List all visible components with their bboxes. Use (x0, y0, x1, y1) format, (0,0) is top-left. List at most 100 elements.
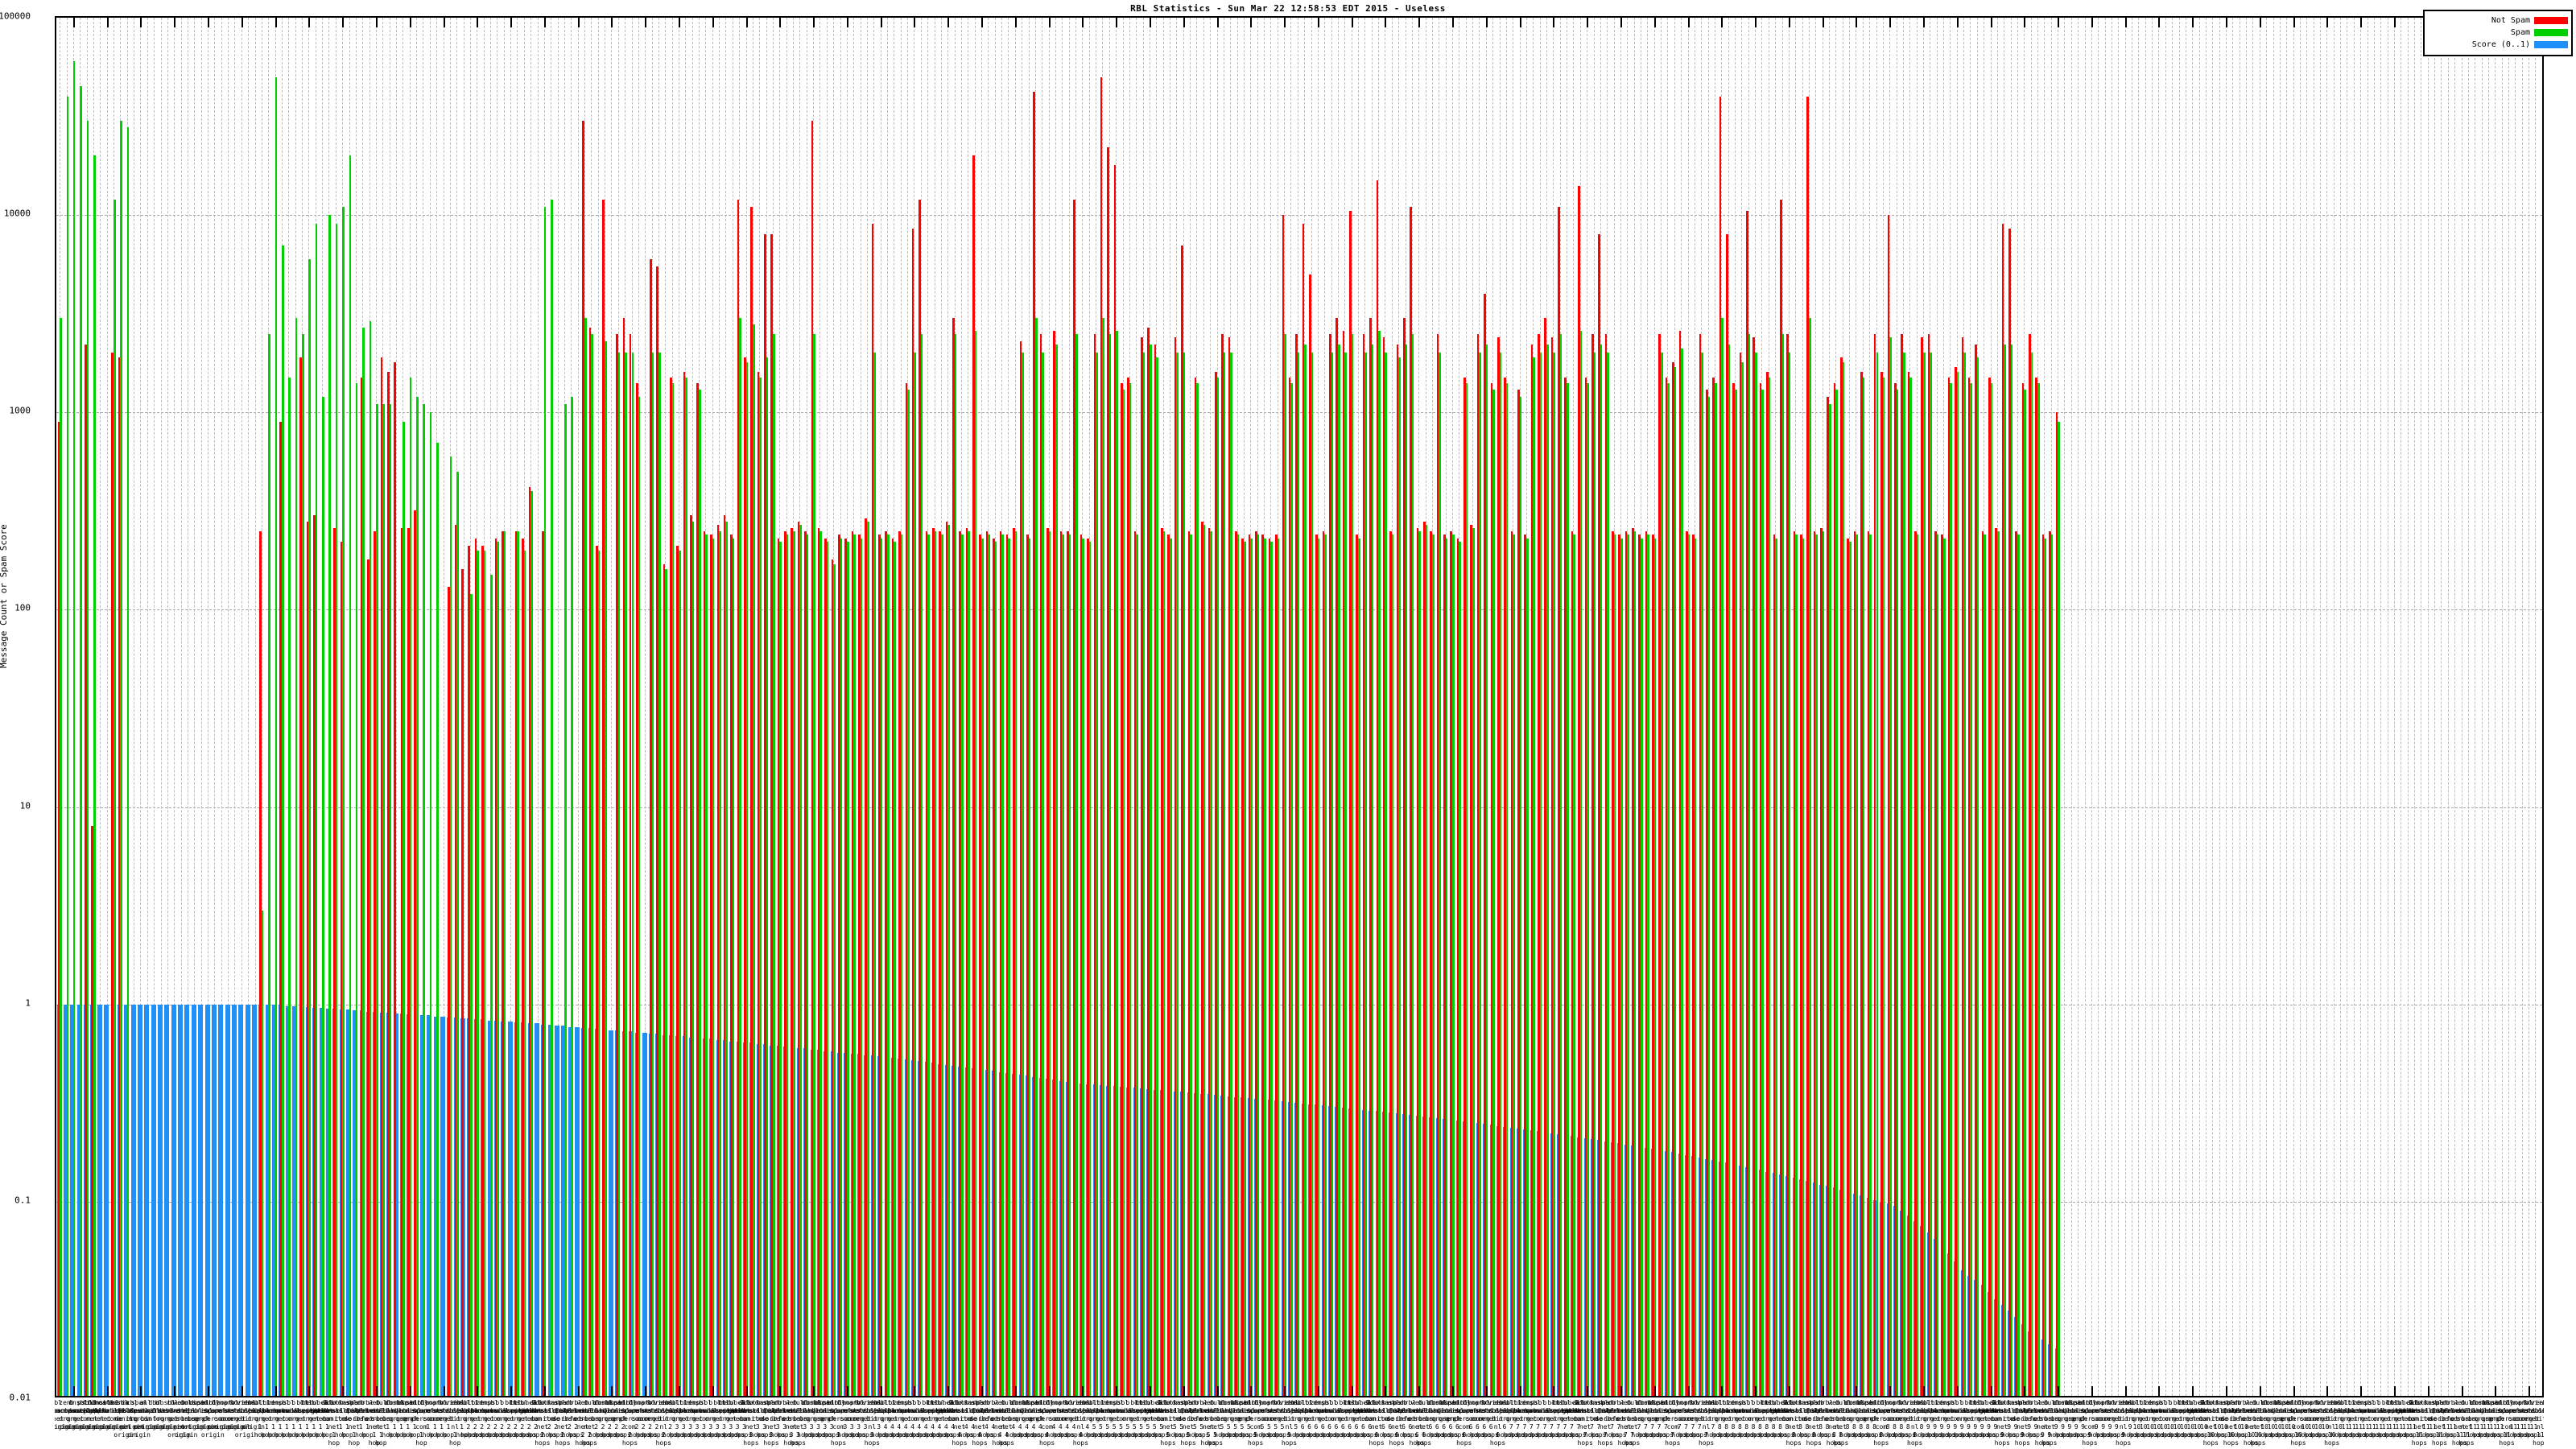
x-axis-tick-label: dnsbl inps de 1 hop (337, 1399, 357, 1439)
bar-not-spam (1847, 538, 1850, 1396)
x-axis-tick-label: cbl abuseat org 1 hop (293, 1399, 321, 1439)
gridline-vertical (100, 18, 101, 1396)
x-axis-tick-label: all spamrats com 11 hops (2396, 1399, 2429, 1439)
bar-score (292, 1005, 298, 1396)
bar-not-spam (797, 521, 800, 1396)
bar-spam (1405, 345, 1408, 1396)
y-axis-minor-tick (2542, 431, 2544, 433)
x-axis-tick (2360, 18, 2363, 27)
bar-spam (1653, 538, 1657, 1396)
x-axis-tick (1418, 1386, 1421, 1396)
x-axis-tick-label: psbl surriel com 10 hops (2149, 1399, 2178, 1439)
gridline-vertical (2407, 18, 2409, 1396)
y-axis-minor-tick (55, 551, 56, 552)
y-axis-minor-tick (2542, 294, 2544, 295)
y-axis-minor-tick (2542, 640, 2544, 642)
x-axis-tick (1653, 1386, 1656, 1396)
x-axis-tick-label: hostkarma junkemailfilter com 7 hops (1563, 1399, 1621, 1439)
bar-not-spam (1147, 327, 1150, 1396)
bar-spam (1364, 353, 1367, 1396)
bar-score (265, 1004, 270, 1396)
x-axis-tick-label: bl mailspike net 6 hops (1325, 1399, 1360, 1439)
gridline-vertical (228, 18, 229, 1396)
x-axis-tick-label: dnsbl njabl org 4 hops (1077, 1399, 1097, 1439)
x-axis-tick-label: rbl efnetrbl org 5 hops (1260, 1399, 1292, 1439)
x-axis-tick-label: dyna spamrats com 11 hops (2498, 1399, 2529, 1439)
x-axis-tick-label: combined njabl org 7 hops (1637, 1399, 1668, 1439)
legend-score[interactable]: Score (0..1) (2428, 39, 2568, 50)
bar-spam (1398, 357, 1401, 1396)
x-axis-tick-label: combined njabl org 1 hop (386, 1399, 417, 1439)
x-axis-tick-label: web dnsbl sorbs net 10 hops (2241, 1399, 2261, 1447)
x-axis-tick-label: rbl interserver net 5 hops (1180, 1399, 1224, 1439)
x-axis-tick-label: spam dnsbl sorbs net 5 hops (1179, 1399, 1199, 1447)
bar-spam (261, 910, 264, 1396)
y-axis-minor-tick (2542, 1142, 2544, 1144)
x-axis-tick (880, 1386, 882, 1396)
bar-not-spam (494, 538, 497, 1396)
x-axis-tick-label: bl spamcop net 6 hops (1295, 1399, 1323, 1439)
x-axis-tick-label: bl emailbasura org 10 hops (2243, 1399, 2286, 1439)
x-axis-tick-label: cbl abuseat org 11 hops (2379, 1399, 2406, 1439)
x-axis-tick (375, 1386, 378, 1396)
bar-spam (1472, 527, 1475, 1396)
y-axis-tick-label: 10 (19, 800, 31, 811)
y-axis-minor-tick (55, 27, 56, 28)
x-axis-tick (611, 1386, 613, 1396)
gridline-vertical (2219, 18, 2220, 1396)
bar-not-spam (588, 327, 592, 1396)
bar-spam (974, 330, 977, 1396)
bar-not-spam (1813, 530, 1816, 1396)
x-axis-tick-label: dnsbl sorbs net 4 hops (896, 1399, 916, 1439)
x-axis-tick-label: bl mailspike net 5 hops (1117, 1399, 1152, 1439)
x-axis-tick-label: web dnsbl sorbs net 4 hops (990, 1399, 1010, 1447)
bar-spam (1055, 345, 1058, 1396)
y-axis-minor-tick (55, 748, 56, 749)
bar-not-spam (1033, 92, 1035, 1396)
bar-spam (1088, 542, 1092, 1396)
x-axis-tick-label: all spamrats com 4 hops (937, 1399, 968, 1439)
bar-not-spam (1275, 535, 1278, 1396)
x-axis-tick-label: bl score senderscore com 4 hops (1026, 1399, 1069, 1447)
x-axis-tick (1923, 18, 1925, 27)
bar-not-spam (1564, 378, 1567, 1396)
bar-not-spam (1705, 390, 1708, 1396)
x-axis-tick-label: ix dnsbl manitu net 11 hops (2407, 1399, 2431, 1447)
x-axis-tick (342, 1386, 345, 1396)
legend-spam[interactable]: Spam (2428, 27, 2568, 38)
bar-not-spam (696, 383, 700, 1396)
bar-not-spam (622, 318, 625, 1396)
x-axis-tick-label: spamrbl imp ch 2 hops (609, 1399, 637, 1439)
y-axis-minor-tick (55, 48, 56, 50)
bar-not-spam (1463, 378, 1466, 1396)
x-axis-tick-label: db wpbl info 10 hops (2230, 1399, 2246, 1439)
bar-not-spam (394, 361, 396, 1396)
bar-not-spam (811, 121, 814, 1396)
y-axis-tick (55, 18, 56, 19)
x-axis-tick-label: hostkarma junkemailfilter com 1 hop (312, 1399, 370, 1439)
x-axis-tick-label: bl mailspike net 2 hops (491, 1399, 526, 1439)
x-axis-tick-label: db wpbl info 3 hops (770, 1399, 786, 1439)
bar-spam (766, 357, 769, 1396)
bar-spam (793, 530, 795, 1396)
y-axis-minor-tick (55, 97, 56, 98)
legend-not-spam[interactable]: Not Spam (2428, 15, 2568, 26)
bar-not-spam (865, 518, 867, 1396)
x-axis-tick (543, 18, 546, 27)
x-axis-tick-label: psbl surriel com 4 hops (898, 1399, 927, 1439)
bar-score (440, 1016, 446, 1396)
bar-not-spam (878, 535, 881, 1396)
bar-spam (1203, 524, 1206, 1396)
bar-not-spam (1665, 378, 1668, 1396)
x-axis-tick-label: rbl efnetrbl org 2 hops (634, 1399, 666, 1439)
bar-spam (1014, 530, 1018, 1396)
y-axis-minor-tick (55, 1232, 56, 1234)
bar-not-spam (931, 527, 935, 1396)
y-axis-minor-tick (55, 224, 56, 225)
bar-score (164, 1004, 170, 1396)
x-axis-tick-label: dnsbl dronebl org 7 hops (1645, 1399, 1673, 1439)
x-axis-tick (1956, 1386, 1959, 1396)
bar-not-spam (387, 372, 390, 1396)
bar-spam (1735, 390, 1737, 1396)
gridline-vertical (2165, 18, 2166, 1396)
